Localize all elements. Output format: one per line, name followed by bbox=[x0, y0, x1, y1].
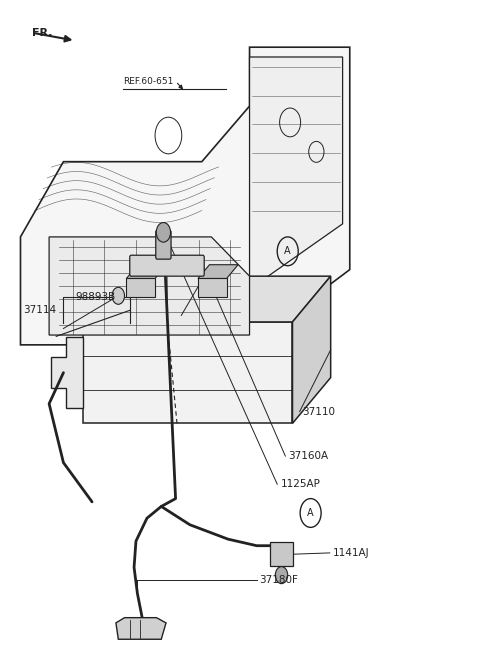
Text: REF.60-651: REF.60-651 bbox=[123, 77, 173, 85]
Polygon shape bbox=[198, 279, 227, 297]
Polygon shape bbox=[49, 237, 250, 335]
Text: 1125AP: 1125AP bbox=[281, 479, 321, 489]
Polygon shape bbox=[292, 276, 331, 423]
Polygon shape bbox=[126, 279, 155, 297]
Text: 98893B: 98893B bbox=[75, 292, 116, 302]
Text: A: A bbox=[307, 508, 314, 518]
Polygon shape bbox=[126, 265, 167, 279]
Polygon shape bbox=[83, 322, 292, 423]
Polygon shape bbox=[250, 57, 343, 289]
FancyBboxPatch shape bbox=[130, 255, 204, 276]
Text: A: A bbox=[285, 246, 291, 256]
Circle shape bbox=[156, 223, 170, 242]
Text: 37110: 37110 bbox=[302, 407, 335, 417]
Polygon shape bbox=[51, 337, 83, 408]
Text: 1141AJ: 1141AJ bbox=[333, 548, 370, 558]
Text: FR.: FR. bbox=[33, 28, 53, 38]
Text: 37180F: 37180F bbox=[259, 576, 298, 585]
Text: 37160A: 37160A bbox=[288, 451, 328, 461]
Circle shape bbox=[276, 566, 288, 583]
Polygon shape bbox=[270, 543, 293, 566]
Polygon shape bbox=[198, 265, 238, 279]
Polygon shape bbox=[83, 276, 331, 322]
FancyBboxPatch shape bbox=[156, 231, 171, 259]
Polygon shape bbox=[21, 47, 350, 345]
Polygon shape bbox=[116, 618, 166, 639]
Circle shape bbox=[112, 287, 124, 304]
Text: 37114: 37114 bbox=[23, 306, 56, 315]
